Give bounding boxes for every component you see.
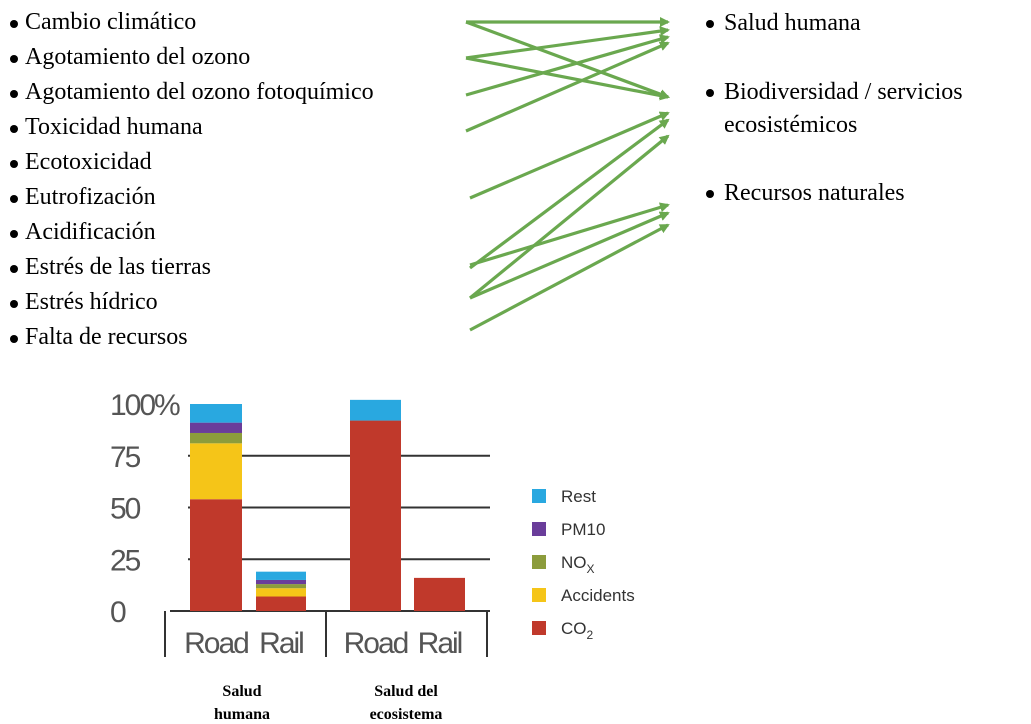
bullet-icon xyxy=(10,20,18,28)
legend-swatch xyxy=(532,555,546,569)
bullet-icon xyxy=(10,125,18,133)
x-category-label: Road xyxy=(184,627,248,660)
damage-area-label: Biodiversidad / servicios xyxy=(724,79,963,105)
impact-category-label: Acidificación xyxy=(25,219,156,245)
y-tick-label: 75 xyxy=(110,441,141,474)
legend-label: PM10 xyxy=(561,520,605,539)
legend-label: NOX xyxy=(561,553,595,576)
impact-arrow xyxy=(465,56,670,101)
bar-segment xyxy=(350,399,401,421)
y-tick-label: 100% xyxy=(110,389,180,422)
impact-category-label: Ecotoxicidad xyxy=(25,149,152,175)
damage-area-biodiversity: Biodiversidad / servicios ecosistémicos xyxy=(704,76,963,142)
bar-segment xyxy=(190,404,242,423)
bullet-icon xyxy=(10,160,18,168)
bar-segment xyxy=(256,579,306,585)
group-label-line2: humana xyxy=(214,706,270,723)
impact-category-label: Eutrofización xyxy=(25,184,156,210)
bar-segment xyxy=(190,432,242,444)
impact-category-item: Acidificación xyxy=(8,215,374,250)
bullet-icon xyxy=(10,265,18,273)
y-tick-label: 25 xyxy=(110,544,141,577)
bullet-icon xyxy=(706,190,714,198)
x-category-label: Road xyxy=(344,627,408,660)
impact-category-item: Eutrofización xyxy=(8,180,374,215)
legend-swatch xyxy=(532,588,546,602)
impact-category-item: Agotamiento del ozono xyxy=(8,40,374,75)
bullet-icon xyxy=(10,335,18,343)
damage-area-human-health: Salud humana xyxy=(704,7,861,40)
damage-area-label: Salud humana xyxy=(724,10,861,36)
bar-segment xyxy=(256,588,306,597)
impact-arrow xyxy=(469,111,670,200)
impact-category-item: Agotamiento del ozono fotoquímico xyxy=(8,75,374,110)
damage-area-natural-resources: Recursos naturales xyxy=(704,177,905,210)
impact-category-label: Estrés de las tierras xyxy=(25,254,211,280)
impact-arrow xyxy=(468,134,670,300)
impact-arrow xyxy=(465,34,670,97)
bullet-icon xyxy=(10,195,18,203)
impact-arrow xyxy=(465,26,670,60)
impact-arrow xyxy=(465,41,670,133)
impact-category-item: Estrés hídrico xyxy=(8,285,374,320)
impact-arrow xyxy=(469,118,670,270)
impact-category-label: Falta de recursos xyxy=(25,324,188,350)
stacked-bar-chart: 100% 75 50 25 0 Road Rail Road Rail Rest PM10 NOX… xyxy=(110,389,635,723)
y-tick-label: 50 xyxy=(110,493,141,526)
bullet-icon xyxy=(706,20,714,28)
impact-category-item: Estrés de las tierras xyxy=(8,250,374,285)
impact-arrow xyxy=(469,202,670,267)
impact-arrow xyxy=(469,223,670,332)
bullet-icon xyxy=(706,89,714,97)
impact-arrow xyxy=(469,211,670,300)
legend-label: Rest xyxy=(561,487,596,506)
impact-category-label: Cambio climático xyxy=(25,9,197,35)
impact-category-item: Cambio climático xyxy=(8,5,374,40)
impact-category-list: Cambio climático Agotamiento del ozono A… xyxy=(8,5,374,355)
legend-label: CO2 xyxy=(561,619,594,642)
impact-category-label: Toxicidad humana xyxy=(25,114,203,140)
bar-segment xyxy=(414,577,465,611)
damage-area-label: Recursos naturales xyxy=(724,180,905,206)
bar-segment xyxy=(190,422,242,433)
group-label-line2: ecosistema xyxy=(370,706,443,723)
legend-swatch xyxy=(532,621,546,635)
bar-segment xyxy=(350,420,401,611)
legend-label: Accidents xyxy=(561,586,635,605)
bar-segment xyxy=(256,571,306,580)
group-label: Salud del xyxy=(374,683,438,700)
impact-category-label: Agotamiento del ozono xyxy=(25,44,251,70)
bar-segment xyxy=(190,443,242,500)
impact-category-item: Falta de recursos xyxy=(8,320,374,355)
x-category-label: Rail xyxy=(418,627,462,660)
bar-segment xyxy=(256,596,306,611)
group-label: Salud xyxy=(222,683,261,700)
bullet-icon xyxy=(10,90,18,98)
bullet-icon xyxy=(10,300,18,308)
y-tick-label: 0 xyxy=(110,596,126,629)
bullet-icon xyxy=(10,230,18,238)
legend-swatch xyxy=(532,489,546,503)
bullet-icon xyxy=(10,55,18,63)
impact-arrow xyxy=(465,20,670,99)
bar-segment xyxy=(256,584,306,589)
legend-swatch xyxy=(532,522,546,536)
impact-category-label: Agotamiento del ozono fotoquímico xyxy=(25,79,374,105)
impact-category-label: Estrés hídrico xyxy=(25,289,158,315)
x-category-label: Rail xyxy=(259,627,303,660)
impact-category-item: Ecotoxicidad xyxy=(8,145,374,180)
bar-segment xyxy=(190,499,242,611)
damage-area-label-line2: ecosistémicos xyxy=(724,112,858,138)
impact-category-item: Toxicidad humana xyxy=(8,110,374,145)
